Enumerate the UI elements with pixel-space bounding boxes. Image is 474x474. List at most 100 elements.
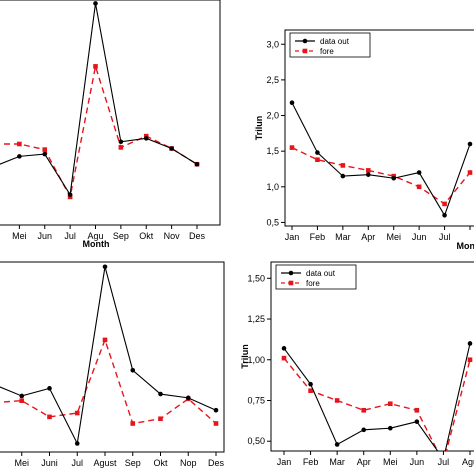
data-point bbox=[130, 368, 136, 373]
data-point bbox=[308, 381, 313, 387]
legend-label: data out bbox=[306, 269, 336, 278]
x-tick-label: Mar bbox=[329, 457, 345, 467]
data-point bbox=[158, 391, 163, 397]
data-point bbox=[42, 151, 48, 157]
data-point bbox=[391, 175, 397, 181]
x-axis-label: Month bbox=[457, 241, 474, 251]
chart-panel-4: Jan Feb Mar Apr Mei Jun Jul Agu 0,50 0,75 1,00 1,25… bbox=[240, 261, 474, 467]
data-point bbox=[47, 386, 52, 391]
x-axis-label: Month bbox=[83, 239, 110, 249]
forecast-point bbox=[102, 337, 108, 343]
forecast-point bbox=[130, 421, 136, 426]
chart-panel-1: Mei Jun Jul Agu Sep Okt Nov Des Month bbox=[0, 0, 221, 249]
y-tick-label: 0,5 bbox=[266, 217, 279, 227]
x-tick-label: Juni bbox=[41, 458, 58, 468]
chart-panel-3: Mei Juni Jul Agust Sep Okt Nop Des bbox=[0, 261, 225, 468]
forecast-point bbox=[467, 170, 473, 175]
legend-label: fore bbox=[320, 47, 334, 56]
x-tick-label: Mei bbox=[386, 232, 401, 242]
data-point bbox=[387, 425, 393, 431]
series-group bbox=[289, 100, 473, 218]
x-tick-label: Apr bbox=[361, 232, 375, 242]
forecast-point bbox=[42, 147, 48, 152]
legend-swatch-marker bbox=[288, 280, 294, 286]
y-tick-label: 2,5 bbox=[266, 75, 279, 85]
x-tick-label: Agu bbox=[87, 231, 103, 241]
x-tick-label: Sep bbox=[113, 231, 129, 241]
x-tick-label: Feb bbox=[303, 457, 319, 467]
series-group bbox=[281, 341, 473, 451]
data-point bbox=[143, 136, 149, 141]
y-tick-label: 1,0 bbox=[266, 182, 279, 192]
x-tick-label: Des bbox=[189, 231, 206, 241]
y-axis-label: Trilun bbox=[240, 344, 250, 369]
x-tick-label: Jun bbox=[410, 457, 425, 467]
data-point bbox=[118, 139, 124, 145]
x-tick-label: Mei bbox=[14, 458, 29, 468]
data-point bbox=[467, 341, 473, 346]
data-point bbox=[102, 264, 108, 270]
plot-frame bbox=[270, 261, 474, 452]
data-point bbox=[365, 172, 371, 177]
forecast-point bbox=[47, 414, 52, 420]
data-point bbox=[74, 441, 80, 446]
plot-frame bbox=[284, 29, 474, 227]
data-point bbox=[19, 393, 25, 399]
data-point bbox=[361, 427, 367, 433]
x-tick-label: Apr bbox=[357, 457, 371, 467]
x-tick-label: Jul bbox=[71, 458, 83, 468]
forecast-point bbox=[213, 421, 219, 426]
data-line bbox=[283, 343, 471, 451]
y-tick-label: 1,50 bbox=[247, 273, 265, 283]
data-point bbox=[169, 146, 174, 151]
y-tick-label: 1,5 bbox=[266, 146, 279, 156]
forecast-point bbox=[158, 416, 163, 422]
x-tick-label: Nop bbox=[180, 458, 197, 468]
forecast-point bbox=[315, 157, 320, 163]
forecast-line bbox=[0, 337, 217, 425]
forecast-point bbox=[414, 407, 420, 413]
forecast-point bbox=[19, 398, 25, 403]
x-tick-label: Jul bbox=[439, 232, 451, 242]
legend-swatch-marker bbox=[288, 270, 294, 276]
x-tick-label: Sep bbox=[125, 458, 141, 468]
plot-frame bbox=[0, 261, 225, 453]
x-tick-label: Agu bbox=[462, 457, 474, 467]
x-tick-label: Jan bbox=[277, 457, 292, 467]
forecast-point bbox=[361, 407, 367, 413]
y-tick-label: 1,00 bbox=[247, 355, 265, 365]
legend-label: fore bbox=[306, 279, 320, 288]
x-tick-label: Mei bbox=[12, 231, 27, 241]
data-line bbox=[0, 266, 217, 446]
data-point bbox=[340, 173, 346, 179]
x-tick-label: Feb bbox=[310, 232, 326, 242]
data-point bbox=[442, 213, 447, 218]
legend-swatch-marker bbox=[302, 38, 308, 44]
data-point bbox=[67, 192, 73, 197]
x-tick-label: Okt bbox=[153, 458, 168, 468]
data-point bbox=[213, 407, 219, 413]
x-tick-label: Jun bbox=[412, 232, 427, 242]
forecast-point bbox=[340, 163, 346, 168]
x-tick-label: Jan bbox=[285, 232, 300, 242]
data-line bbox=[0, 3, 198, 197]
forecast-point bbox=[442, 201, 447, 207]
forecast-point bbox=[281, 355, 287, 361]
y-tick-label: 0,75 bbox=[247, 395, 265, 405]
chart-panel-2: Jan Feb Mar Apr Mei Jun Jul Month 0,5 1,0 1,5 2,0 2,… bbox=[254, 29, 474, 251]
data-point bbox=[414, 419, 420, 424]
forecast-line bbox=[291, 146, 471, 205]
y-axis-label: Trilun bbox=[254, 116, 264, 141]
data-point bbox=[315, 150, 320, 155]
data-line bbox=[291, 102, 471, 217]
x-tick-label: Mar bbox=[335, 232, 351, 242]
x-tick-label: Agust bbox=[93, 458, 117, 468]
forecast-line bbox=[0, 66, 198, 199]
forecast-point bbox=[289, 145, 295, 150]
forecast-point bbox=[118, 145, 124, 150]
forecast-point bbox=[416, 184, 422, 190]
y-tick-label: 0,50 bbox=[247, 436, 265, 446]
plot-frame bbox=[0, 0, 221, 226]
data-point bbox=[281, 346, 287, 351]
